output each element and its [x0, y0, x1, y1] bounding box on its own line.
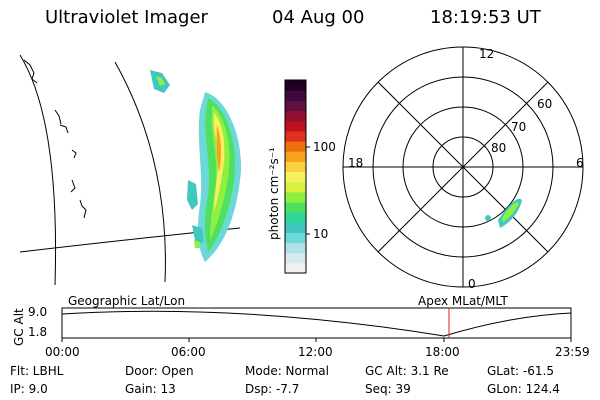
colorbar-band [285, 140, 306, 152]
map-meridian-2 [114, 61, 166, 283]
gc-alt-axis-label: GC Alt [12, 308, 26, 346]
info-flt: Flt: LBHL [10, 364, 64, 378]
colorbar-band [285, 130, 306, 142]
info-gain: Gain: 13 [125, 382, 176, 396]
polar-ring-label-60: 60 [537, 97, 553, 111]
colorbar-band [285, 110, 306, 122]
y-tick-9: 9.0 [28, 305, 48, 319]
colorbar-band [285, 232, 306, 244]
colorbar-band [285, 80, 306, 91]
x-tick-1800: 18:00 [425, 345, 460, 359]
colorbar-label-100: 100 [313, 140, 336, 154]
info-gc-alt: GC Alt: 3.1 Re [365, 364, 449, 378]
info-dsp: Dsp: -7.7 [245, 382, 300, 396]
aurora-emission-map [150, 70, 242, 262]
info-mode: Mode: Normal [245, 364, 329, 378]
info-seq: Seq: 39 [365, 382, 411, 396]
colorbar-band [285, 262, 306, 274]
y-tick-1-8: 1.8 [28, 325, 48, 339]
polar-ring-label-80: 80 [491, 141, 507, 155]
x-tick-0000: 00:00 [45, 345, 80, 359]
colorbar-band [285, 212, 306, 223]
colorbar-band [285, 191, 306, 203]
colorbar-band [285, 252, 306, 264]
x-tick-1200: 12:00 [298, 345, 333, 359]
aurora-emission-polar [485, 198, 522, 228]
polar-label-18: 18 [348, 156, 364, 170]
colorbar-band [285, 242, 306, 254]
apex-mlat-mlt-label: Apex MLat/MLT [418, 294, 508, 308]
colorbar-band [285, 90, 306, 101]
colorbar-band [285, 151, 306, 162]
polar-diagonal-2 [377, 81, 549, 253]
date-label: 04 Aug 00 [272, 7, 365, 28]
instrument-title: Ultraviolet Imager [45, 7, 208, 28]
altitude-timeline [61, 307, 572, 342]
polar-ring-label-70: 70 [511, 120, 527, 134]
time-label: 18:19:53 UT [430, 7, 541, 28]
info-glon: GLon: 124.4 [487, 382, 560, 396]
colorbar-unit-label: photon cm⁻²s⁻¹ [267, 147, 281, 240]
polar-label-0: 0 [468, 277, 476, 291]
colorbar-band [285, 181, 306, 193]
polar-label-12: 12 [479, 47, 495, 61]
colorbar-band [285, 201, 306, 213]
map-meridian-1 [19, 54, 57, 286]
info-door: Door: Open [125, 364, 194, 378]
geo-latlon-label: Geographic Lat/Lon [68, 294, 186, 308]
info-ip: IP: 9.0 [10, 382, 48, 396]
info-glat: GLat: -61.5 [487, 364, 554, 378]
x-tick-0600: 06:00 [171, 345, 206, 359]
color-scale-bar [285, 80, 306, 274]
colorbar-band [285, 161, 306, 173]
colorbar-band [285, 222, 306, 233]
altitude-trace [61, 310, 572, 337]
colorbar-band [285, 171, 306, 183]
x-tick-2359: 23:59 [555, 345, 590, 359]
colorbar-label-10: 10 [313, 227, 329, 241]
coastline [23, 59, 87, 219]
colorbar-band [285, 120, 306, 132]
polar-mlt-plot [342, 46, 584, 288]
color-scale-frame [284, 79, 307, 274]
colorbar-band [285, 100, 306, 112]
polar-label-6: 6 [576, 156, 584, 170]
